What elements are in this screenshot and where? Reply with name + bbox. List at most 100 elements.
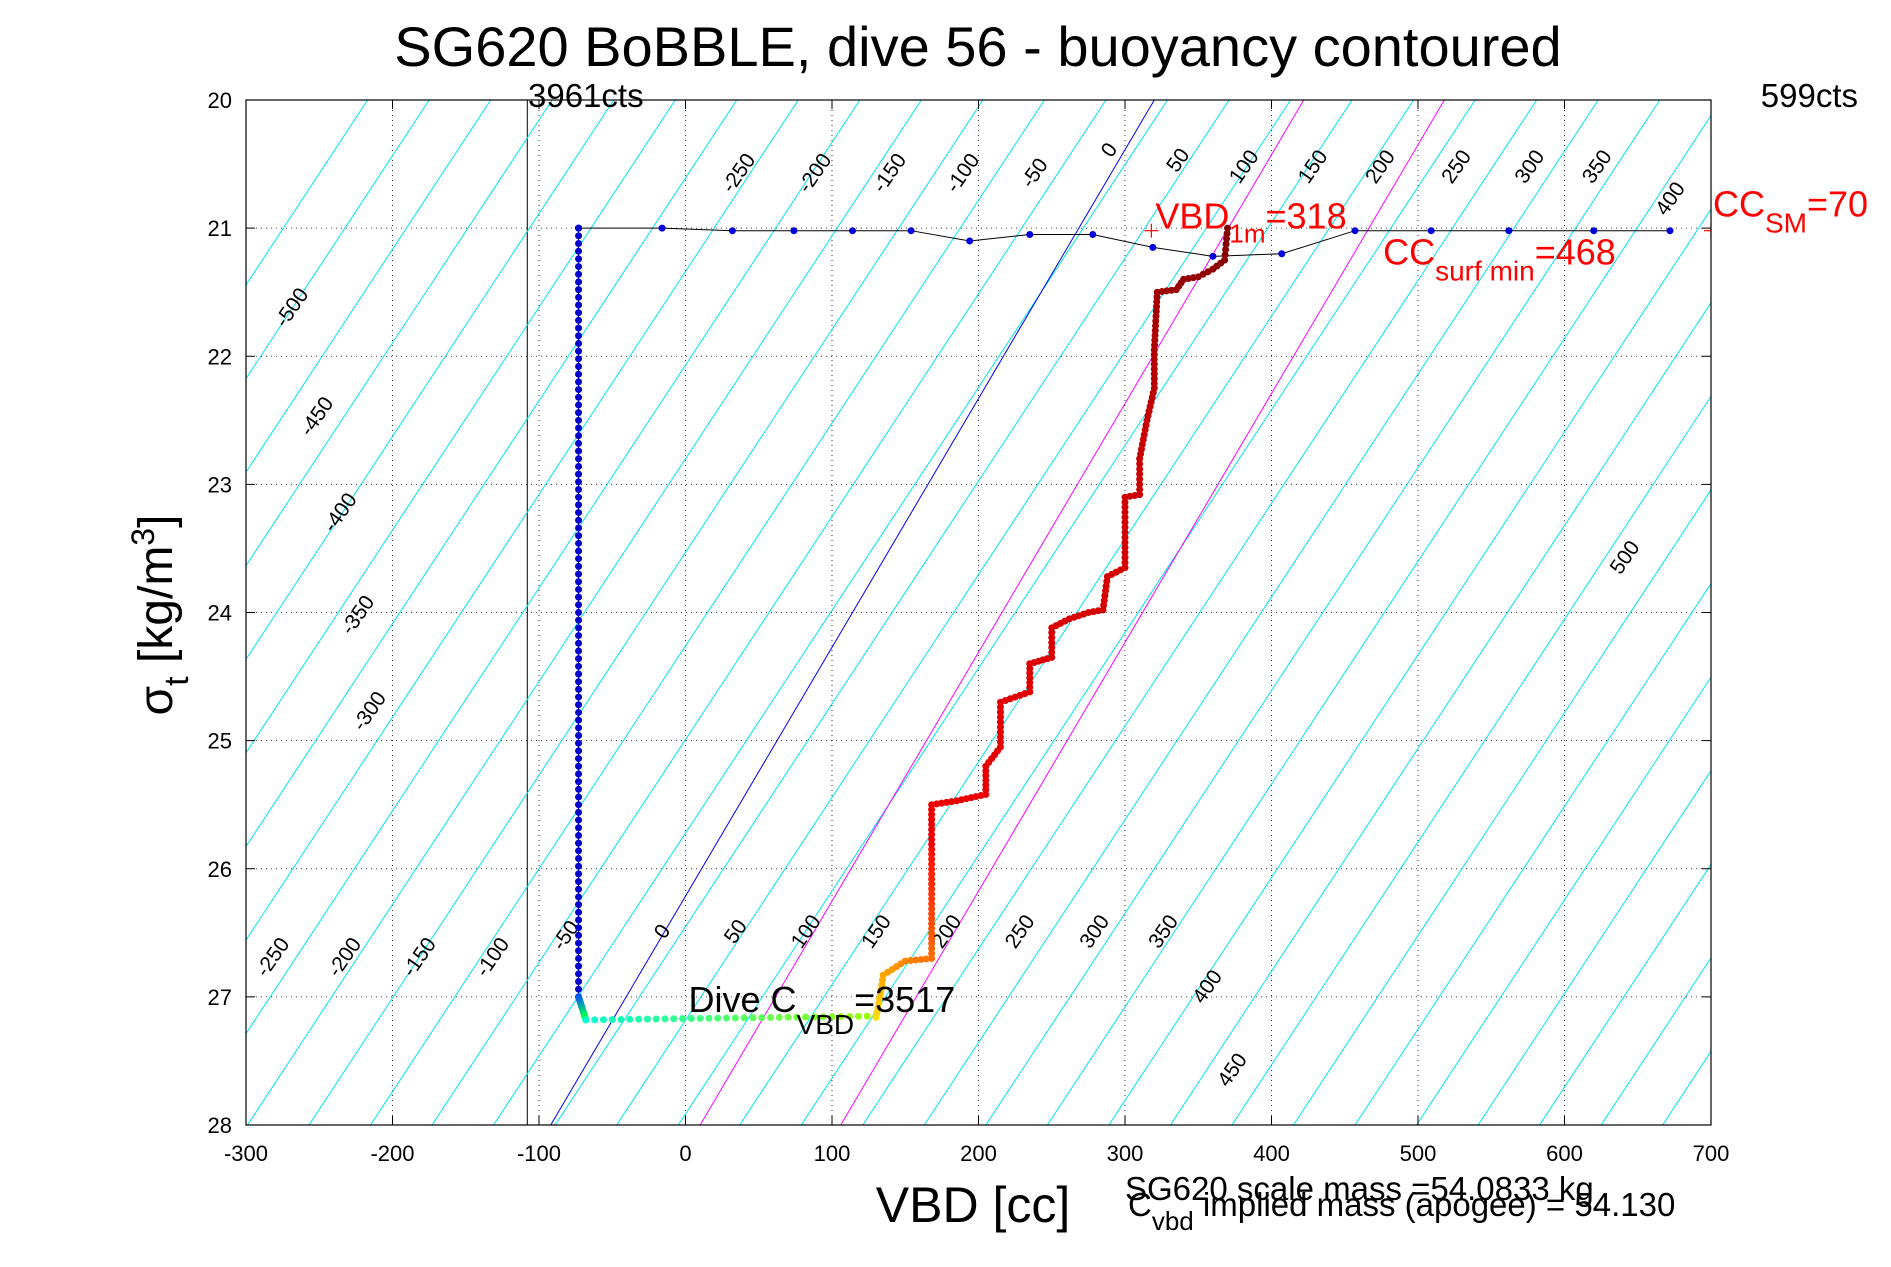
descent-point <box>575 247 583 255</box>
annotation-dive-cvbd-sub: VBD <box>797 1009 855 1040</box>
descent-point <box>575 670 583 678</box>
buoyancy-contour-line <box>862 100 1538 1125</box>
descent-point <box>575 985 583 993</box>
x-tick-label: -100 <box>517 1141 561 1166</box>
annotation-cc-sm-main: CC <box>1713 184 1765 225</box>
x-tick-label: 0 <box>679 1141 691 1166</box>
surface-point <box>1278 250 1286 258</box>
ascent-point <box>1048 653 1056 661</box>
descent-point <box>575 240 583 247</box>
descent-point <box>575 947 583 955</box>
buoyancy-contour-line <box>492 100 1169 1125</box>
descent-point <box>575 978 583 985</box>
descent-point <box>575 624 583 632</box>
descent-point <box>575 424 583 432</box>
ascent-point <box>1121 554 1129 562</box>
bottom-point <box>802 1013 810 1021</box>
ascent-point <box>928 895 936 903</box>
descent-point <box>575 831 583 839</box>
grid-layer <box>246 100 1711 1125</box>
y-axis-label-main: σ <box>130 686 183 716</box>
descent-point <box>575 555 583 563</box>
descent-point <box>575 632 583 640</box>
buoyancy-contour-line <box>1231 395 1711 1125</box>
contour-layer <box>246 100 1711 1125</box>
surface-point <box>790 227 798 235</box>
buoyancy-contour-line <box>246 100 492 474</box>
ascent-point <box>928 880 936 888</box>
buoyancy-contour-line <box>677 100 1353 1125</box>
ascent-point <box>928 900 936 908</box>
descent-point <box>575 732 583 739</box>
descent-point <box>575 493 583 501</box>
ascent-point <box>996 723 1004 731</box>
ascent-point <box>928 806 936 814</box>
descent-point <box>575 401 583 409</box>
ascent-point <box>928 865 936 873</box>
annotation-vbd-1m: VBD1m=318 <box>1155 196 1346 249</box>
footer-implied-mass-text: implied mass (apogee) = 54.130 <box>1194 1186 1676 1223</box>
bottom-point <box>652 1015 660 1023</box>
ascent-point <box>928 940 936 948</box>
ascent-point <box>1150 370 1158 378</box>
buoyancy-contour-line <box>246 100 369 286</box>
annotation-dive-cvbd-main: Dive C <box>689 979 797 1020</box>
y-tick-label: 24 <box>208 601 232 626</box>
ascent-point <box>928 840 936 848</box>
bottom-point <box>784 1013 792 1021</box>
descent-point <box>575 570 583 578</box>
annotation-cc-surf-min-value: =468 <box>1535 232 1616 273</box>
ascent-point <box>996 733 1004 741</box>
descent-point <box>575 601 583 609</box>
bottom-point <box>696 1014 704 1022</box>
descent-point <box>575 824 583 832</box>
descent-point <box>575 455 583 463</box>
descent-point <box>575 524 583 532</box>
x-tick-label: 200 <box>960 1141 997 1166</box>
descent-point <box>575 939 583 947</box>
buoyancy-contour-line <box>246 100 738 848</box>
surface-point <box>849 227 857 235</box>
buoyancy-contour-line <box>1600 956 1711 1125</box>
descent-point <box>575 286 583 294</box>
descent-point <box>575 470 583 478</box>
descent-point <box>575 486 583 493</box>
descent-point <box>575 778 583 786</box>
ascent-point <box>928 945 936 953</box>
ascent-point <box>928 920 936 928</box>
ascent-point <box>1150 384 1158 392</box>
ascent-point <box>928 860 936 868</box>
ascent-point <box>1150 365 1158 373</box>
magenta-reference-line <box>840 100 1445 1125</box>
ascent-point <box>928 811 936 819</box>
ascent-point <box>928 905 936 913</box>
svg-text:σt [kg/m3]: σt [kg/m3] <box>125 515 196 716</box>
descent-point <box>575 447 583 455</box>
ascent-point <box>996 743 1004 751</box>
y-tick-label: 21 <box>208 216 232 241</box>
ascent-point <box>1150 351 1158 359</box>
descent-point <box>575 339 583 347</box>
ascent-point <box>1223 235 1231 243</box>
bottom-point <box>599 1016 607 1024</box>
descent-point <box>575 516 583 524</box>
buoyancy-contour-line <box>1538 863 1711 1125</box>
descent-point <box>575 747 583 755</box>
ascent-point <box>996 738 1004 746</box>
footer-scale-mass: SG620 scale mass =54.0833 kg <box>1125 1170 1594 1207</box>
annotation-vbd-1m-value: =318 <box>1266 196 1347 237</box>
y-tick-label: 26 <box>208 857 232 882</box>
x-tick-label: 300 <box>1107 1141 1144 1166</box>
surface-point <box>1505 227 1513 235</box>
data-layer <box>575 223 1711 1024</box>
buoyancy-contour-line <box>246 100 799 941</box>
bottom-point <box>626 1015 634 1023</box>
ascent-point <box>928 885 936 893</box>
buoyancy-contour-line <box>1292 489 1711 1125</box>
bottom-point <box>687 1015 695 1023</box>
y-tick-label: 23 <box>208 472 232 497</box>
descent-point <box>575 539 583 547</box>
bottom-point <box>854 1012 862 1020</box>
ascent-point <box>928 835 936 843</box>
